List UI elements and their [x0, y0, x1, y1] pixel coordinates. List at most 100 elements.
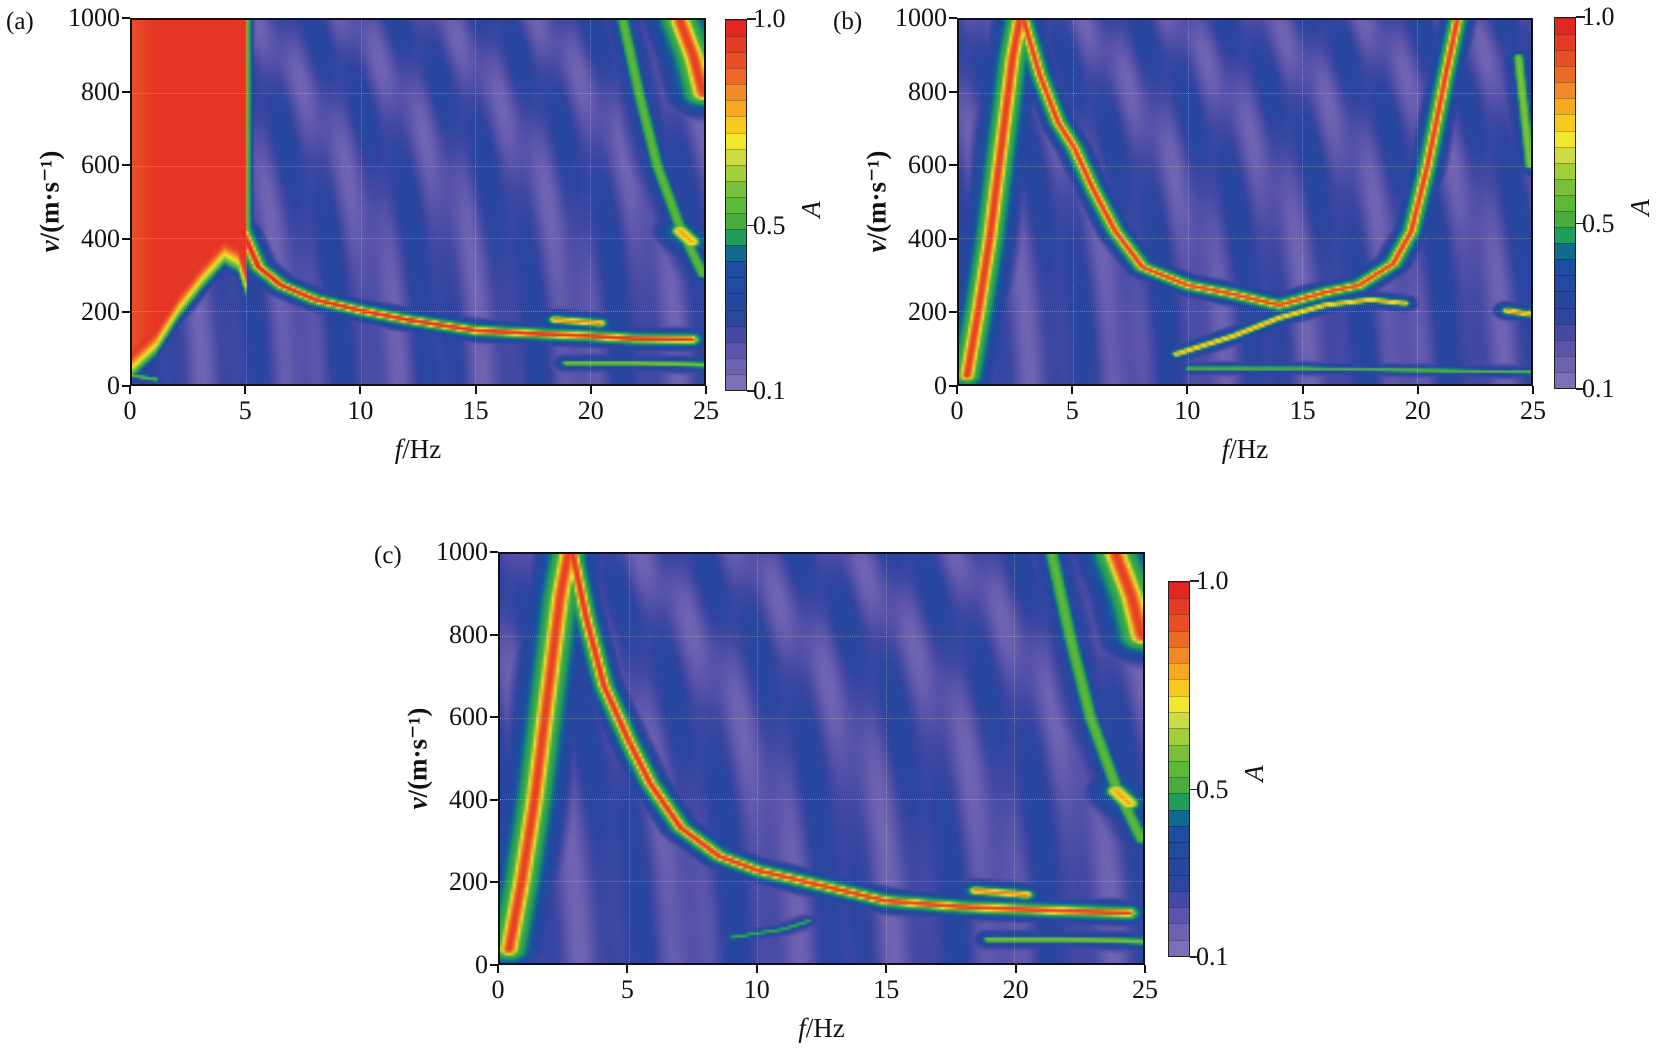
x-tick-label: 25: [1132, 975, 1158, 1004]
gridline-horizontal: [959, 238, 1531, 240]
gridline-vertical: [1073, 20, 1075, 384]
x-tick-mark: [1532, 386, 1534, 394]
y-tick-mark: [490, 633, 498, 636]
x-tick-label: 5: [1065, 396, 1079, 425]
colorbar-segment: [1169, 777, 1189, 794]
y-tick-label: 1000: [436, 537, 488, 566]
colorbar-tick-mark: [1576, 222, 1585, 225]
x-tick-mark: [244, 386, 247, 394]
y-tick-mark: [122, 237, 130, 240]
colorbar-segment: [726, 100, 746, 117]
x-tick-mark: [1186, 386, 1189, 394]
y-tick-mark: [949, 385, 957, 387]
colorbar-segment: [1555, 17, 1575, 34]
y-tick-label: 1000: [68, 3, 120, 32]
colorbar-tick-label: 0.5: [753, 210, 786, 240]
y-axis-label: v/(m·s⁻¹): [35, 102, 66, 302]
colorbar-segment: [1555, 194, 1575, 211]
gridline-horizontal: [500, 717, 1143, 719]
heatmap-image: [959, 20, 1531, 384]
colorbar-tick-mark: [1190, 580, 1199, 582]
colorbar-segment: [1555, 33, 1575, 51]
x-tick-mark: [1416, 386, 1419, 394]
colorbar-segment: [726, 245, 746, 262]
colorbar-segment: [1169, 842, 1189, 859]
colorbar-segment: [726, 196, 746, 213]
colorbar-segment: [1169, 858, 1189, 875]
y-tick-mark: [949, 164, 957, 167]
y-axis-label-variable: v: [861, 240, 892, 253]
colorbar-segment: [1555, 227, 1575, 244]
colorbar-segment: [1555, 339, 1575, 356]
y-tick-mark: [949, 237, 957, 240]
y-tick-mark: [122, 90, 130, 93]
colorbar-segment: [1555, 243, 1575, 260]
heatmap-plot: [957, 18, 1533, 386]
gridline-horizontal: [132, 311, 704, 313]
gridline-horizontal: [500, 799, 1143, 801]
colorbar-segment: [1169, 646, 1189, 664]
y-tick-label: 800: [449, 619, 488, 649]
colorbar-segment: [726, 229, 746, 246]
y-tick-label: 800: [908, 76, 947, 106]
colorbar-segment: [1169, 874, 1189, 891]
y-tick-label: 400: [449, 784, 488, 814]
y-tick-label: 200: [81, 297, 120, 327]
colorbar-segment: [1555, 371, 1575, 388]
colorbar: [1168, 581, 1190, 957]
colorbar-segment: [726, 35, 746, 53]
colorbar-segment: [1169, 809, 1189, 826]
y-tick-label: 600: [908, 150, 947, 180]
x-tick-mark: [1144, 965, 1146, 973]
colorbar-segment: [1555, 82, 1575, 99]
y-axis-label-variable: v: [402, 796, 433, 809]
y-tick-label: 200: [449, 867, 488, 897]
x-axis-label-variable: f: [394, 434, 403, 464]
y-tick-mark: [490, 716, 498, 719]
colorbar-label: A: [795, 201, 826, 218]
x-tick-mark: [1071, 386, 1074, 394]
x-axis-label-variable: f: [798, 1013, 806, 1043]
colorbar-tick-mark: [747, 224, 756, 227]
y-axis-label-unit: /(m·s⁻¹): [34, 150, 65, 241]
y-tick-label: 400: [908, 223, 947, 253]
colorbar-segment: [726, 52, 746, 69]
x-tick-label: 15: [1289, 396, 1316, 425]
x-tick-mark: [359, 386, 362, 394]
colorbar-segment: [726, 212, 746, 230]
gridline-horizontal: [959, 92, 1531, 94]
colorbar-segment: [1169, 630, 1189, 647]
colorbar-segment: [1555, 323, 1575, 340]
gridline-vertical: [628, 554, 630, 963]
y-tick-label: 0: [107, 371, 120, 400]
gridline-vertical: [246, 20, 248, 384]
x-tick-mark: [1301, 386, 1304, 394]
colorbar-segment: [1555, 66, 1575, 83]
colorbar-tick-mark: [1576, 388, 1585, 390]
x-tick-label: 10: [1174, 396, 1201, 425]
colorbar-segment: [1169, 939, 1189, 956]
colorbar-tick-mark: [747, 18, 756, 20]
x-axis-label: f/Hz: [368, 434, 468, 465]
y-axis-label-unit: /(m·s⁻¹): [402, 707, 433, 797]
y-tick-label: 0: [475, 950, 488, 979]
x-axis-label-variable: f: [1221, 434, 1230, 464]
colorbar-segment: [1169, 695, 1189, 713]
colorbar-segment: [726, 180, 746, 197]
gridline-horizontal: [959, 165, 1531, 167]
panel-label: (a): [6, 8, 34, 35]
x-axis-label-unit: /Hz: [805, 1013, 845, 1043]
panel-label: (c): [374, 542, 402, 569]
x-tick-mark: [497, 965, 499, 973]
y-tick-mark: [490, 798, 498, 801]
x-tick-mark: [626, 965, 629, 973]
colorbar-segment: [1169, 598, 1189, 615]
colorbar-segment: [1555, 130, 1575, 147]
x-tick-mark: [474, 386, 477, 394]
y-tick-mark: [949, 90, 957, 93]
colorbar-segment: [1169, 825, 1189, 843]
x-tick-mark: [885, 965, 888, 973]
colorbar-segment: [1555, 307, 1575, 324]
colorbar-segment: [1169, 923, 1189, 940]
colorbar-tick-label: 1.0: [1582, 2, 1615, 31]
